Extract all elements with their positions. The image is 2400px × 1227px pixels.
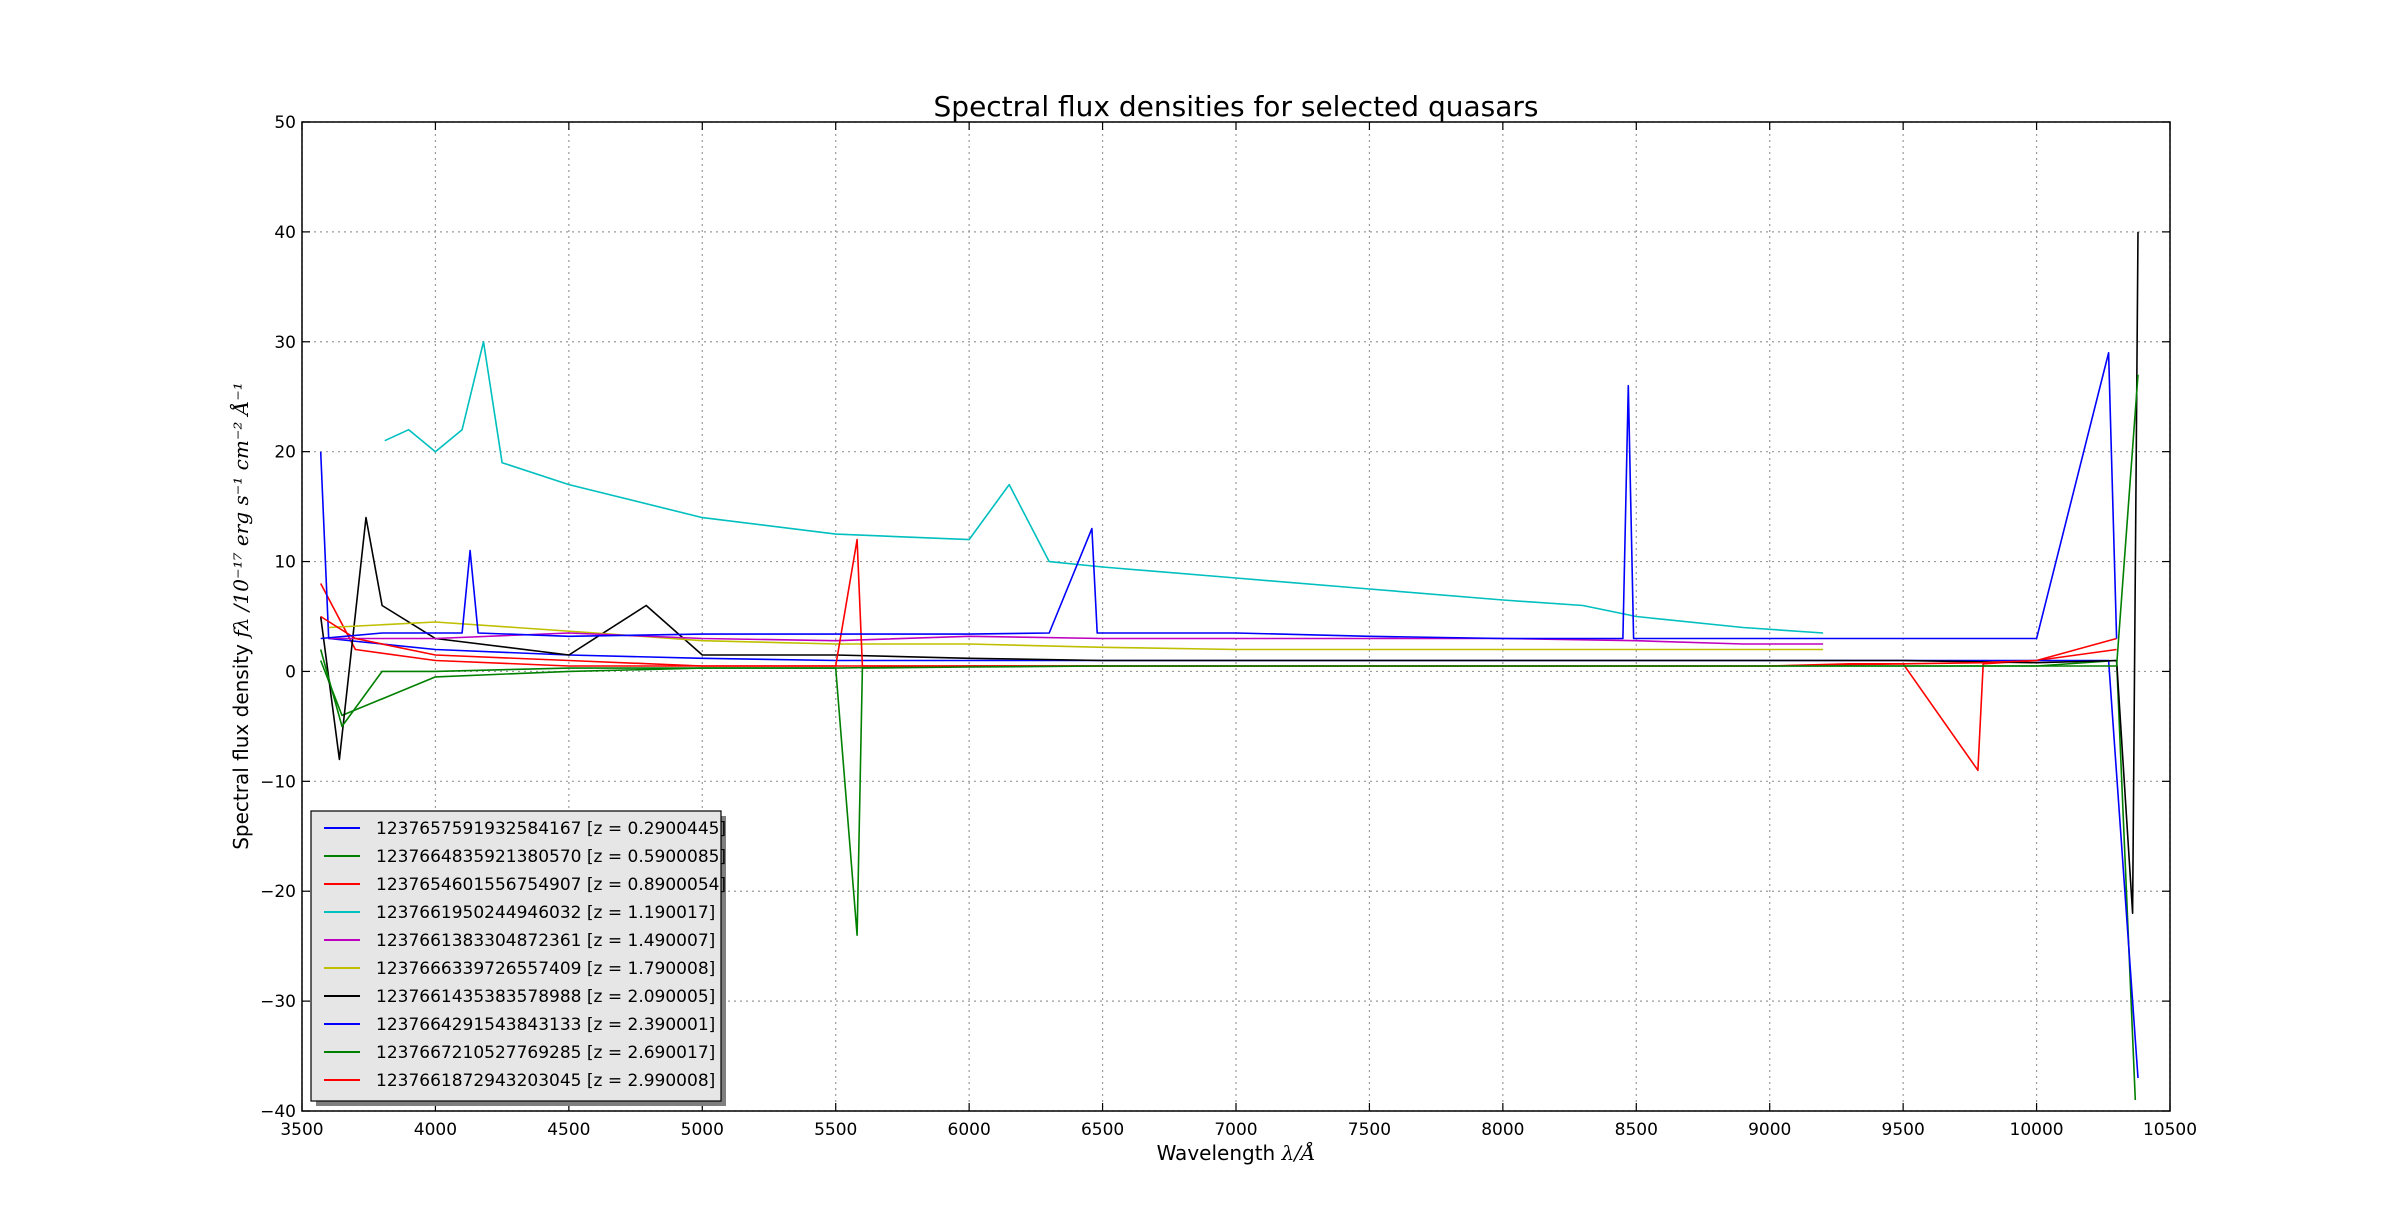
- x-tick-label: 3500: [280, 1120, 323, 1140]
- legend-label-5: 1237661383304872361 [z = 1.490007]: [376, 931, 715, 951]
- legend-label-10: 1237661872943203045 [z = 2.990008]: [376, 1071, 715, 1091]
- legend-label-6: 1237666339726557409 [z = 1.790008]: [376, 959, 715, 979]
- legend-label-9: 1237667210527769285 [z = 2.690017]: [376, 1043, 715, 1063]
- x-tick-label: 10000: [2010, 1120, 2064, 1140]
- x-tick-label: 9000: [1748, 1120, 1791, 1140]
- series-line-2: [319, 374, 2139, 937]
- legend: 1237657591932584167 [z = 0.2900445] 12376…: [310, 810, 726, 1106]
- y-tick-labels: −40 −30 −20 −10 0 10 20 30 40 50: [260, 113, 296, 1122]
- legend-label-8: 1237664291543843133 [z = 2.390001]: [376, 1015, 715, 1035]
- x-tick-label: 4500: [547, 1120, 590, 1140]
- axis-ticks: [301, 121, 2171, 1112]
- y-tick-label: 50: [274, 113, 296, 133]
- y-tick-label: 10: [274, 553, 296, 573]
- x-tick-label: 8500: [1615, 1120, 1658, 1140]
- y-tick-label: 20: [274, 443, 296, 463]
- series-line-6: [328, 621, 1824, 651]
- x-axis-label-math: λ/Å: [1281, 1140, 1316, 1165]
- y-tick-label: 30: [274, 333, 296, 353]
- x-tick-label: 9500: [1882, 1120, 1925, 1140]
- legend-label-1: 1237657591932584167 [z = 0.2900445]: [376, 819, 726, 839]
- x-tick-labels: 3500 4000 4500 5000 5500 6000 6500 7000 7500 8000…: [280, 1120, 2197, 1140]
- x-tick-label: 6000: [948, 1120, 991, 1140]
- legend-label-4: 1237661950244946032 [z = 1.190017]: [376, 903, 715, 923]
- legend-items: 1237657591932584167 [z = 0.2900445] 12376…: [324, 819, 726, 1091]
- legend-label-3: 1237654601556754907 [z = 0.8900054]: [376, 875, 726, 895]
- series-lines: [319, 231, 2139, 1101]
- y-tick-label: −30: [260, 992, 296, 1012]
- y-tick-label: 0: [285, 662, 296, 682]
- series-line-5: [328, 632, 1824, 645]
- legend-label-7: 1237661435383578988 [z = 2.090005]: [376, 987, 715, 1007]
- y-axis-label-math: fλ /10⁻¹⁷ erg s⁻¹ cm⁻² Å⁻¹: [228, 382, 253, 639]
- y-tick-label: 40: [274, 223, 296, 243]
- x-axis-label-text: Wavelength: [1157, 1141, 1282, 1165]
- x-tick-label: 5000: [681, 1120, 724, 1140]
- y-tick-label: −40: [260, 1102, 296, 1122]
- x-tick-label: 4000: [414, 1120, 457, 1140]
- legend-box: [310, 810, 722, 1102]
- x-tick-label: 7000: [1214, 1120, 1257, 1140]
- y-tick-label: −10: [260, 772, 296, 792]
- x-tick-label: 5500: [814, 1120, 857, 1140]
- x-axis-label: Wavelength λ/Å: [1157, 1140, 1316, 1165]
- y-axis-label: Spectral flux density fλ /10⁻¹⁷ erg s⁻¹ …: [228, 382, 253, 850]
- x-tick-label: 10500: [2143, 1120, 2197, 1140]
- x-tick-label: 6500: [1081, 1120, 1124, 1140]
- x-tick-label: 8000: [1481, 1120, 1524, 1140]
- y-axis-label-text: Spectral flux density: [229, 638, 253, 850]
- legend-label-2: 1237664835921380570 [z = 0.5900085]: [376, 847, 726, 867]
- series-line-4: [384, 340, 1824, 634]
- series-line-1: [320, 351, 2118, 640]
- y-tick-label: −20: [260, 882, 296, 902]
- chart-title: Spectral flux densities for selected qua…: [934, 90, 1539, 123]
- x-tick-label: 7500: [1348, 1120, 1391, 1140]
